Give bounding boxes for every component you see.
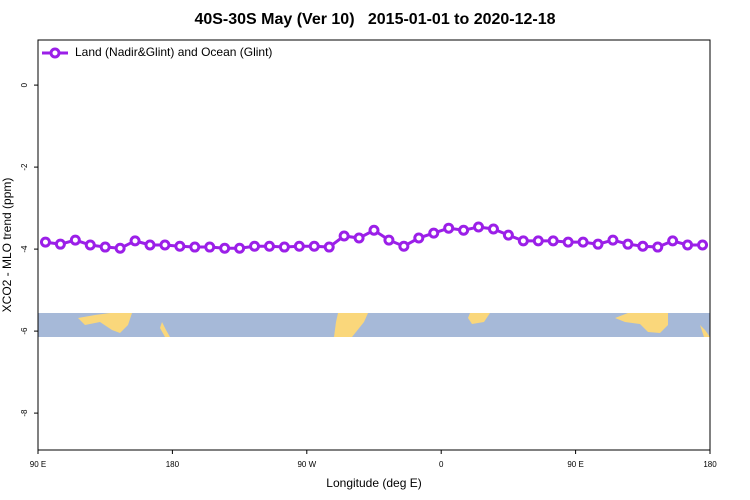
point <box>502 229 514 241</box>
point <box>338 230 350 242</box>
point <box>577 236 589 248</box>
point <box>443 222 455 234</box>
point <box>398 240 410 252</box>
plot-frame <box>37 39 711 451</box>
x-tick-label: 90 E <box>567 460 583 469</box>
point <box>39 236 51 248</box>
x-tick-label: 180 <box>166 460 180 469</box>
map-strip <box>38 313 710 337</box>
point <box>308 240 320 252</box>
point <box>323 241 335 253</box>
point <box>114 242 126 254</box>
point <box>293 240 305 252</box>
chart-title: 40S-30S May (Ver 10) 2015-01-01 to 2020-… <box>194 11 555 28</box>
point <box>637 240 649 252</box>
point <box>607 234 619 246</box>
y-tick-label: -6 <box>20 327 29 335</box>
point <box>353 232 365 244</box>
point <box>682 239 694 251</box>
point <box>263 240 275 252</box>
y-tick-label: -4 <box>20 245 29 253</box>
point <box>473 221 485 233</box>
point <box>159 239 171 251</box>
x-tick-label: 90 W <box>297 460 316 469</box>
point <box>234 242 246 254</box>
y-tick-label: -8 <box>20 409 29 417</box>
point <box>368 224 380 236</box>
point <box>562 236 574 248</box>
point <box>383 234 395 246</box>
point <box>697 239 709 251</box>
point <box>189 241 201 253</box>
x-tick-label: 90 E <box>30 460 46 469</box>
point <box>174 240 186 252</box>
point <box>249 240 261 252</box>
point <box>547 235 559 247</box>
point <box>667 235 679 247</box>
legend-label: Land (Nadir&Glint) and Ocean (Glint) <box>75 45 272 59</box>
point <box>532 235 544 247</box>
y-axis-label: XCO2 - MLO trend (ppm) <box>0 178 14 313</box>
point <box>652 241 664 253</box>
point <box>622 238 634 250</box>
point <box>144 239 156 251</box>
y-tick-label: -2 <box>20 163 29 171</box>
x-axis-label: Longitude (deg E) <box>326 476 421 490</box>
point <box>219 242 231 254</box>
point <box>204 241 216 253</box>
point <box>517 235 529 247</box>
x-tick-label: 180 <box>703 460 717 469</box>
point <box>487 223 499 235</box>
point <box>458 224 470 236</box>
point <box>84 239 96 251</box>
point <box>129 235 141 247</box>
x-tick-label: 0 <box>439 460 444 469</box>
point <box>278 241 290 253</box>
point <box>592 238 604 250</box>
y-tick-label: 0 <box>20 82 29 87</box>
point <box>413 232 425 244</box>
point <box>69 234 81 246</box>
point <box>54 238 66 250</box>
point <box>428 227 440 239</box>
legend: Land (Nadir&Glint) and Ocean (Glint) <box>42 45 272 59</box>
point <box>99 241 111 253</box>
